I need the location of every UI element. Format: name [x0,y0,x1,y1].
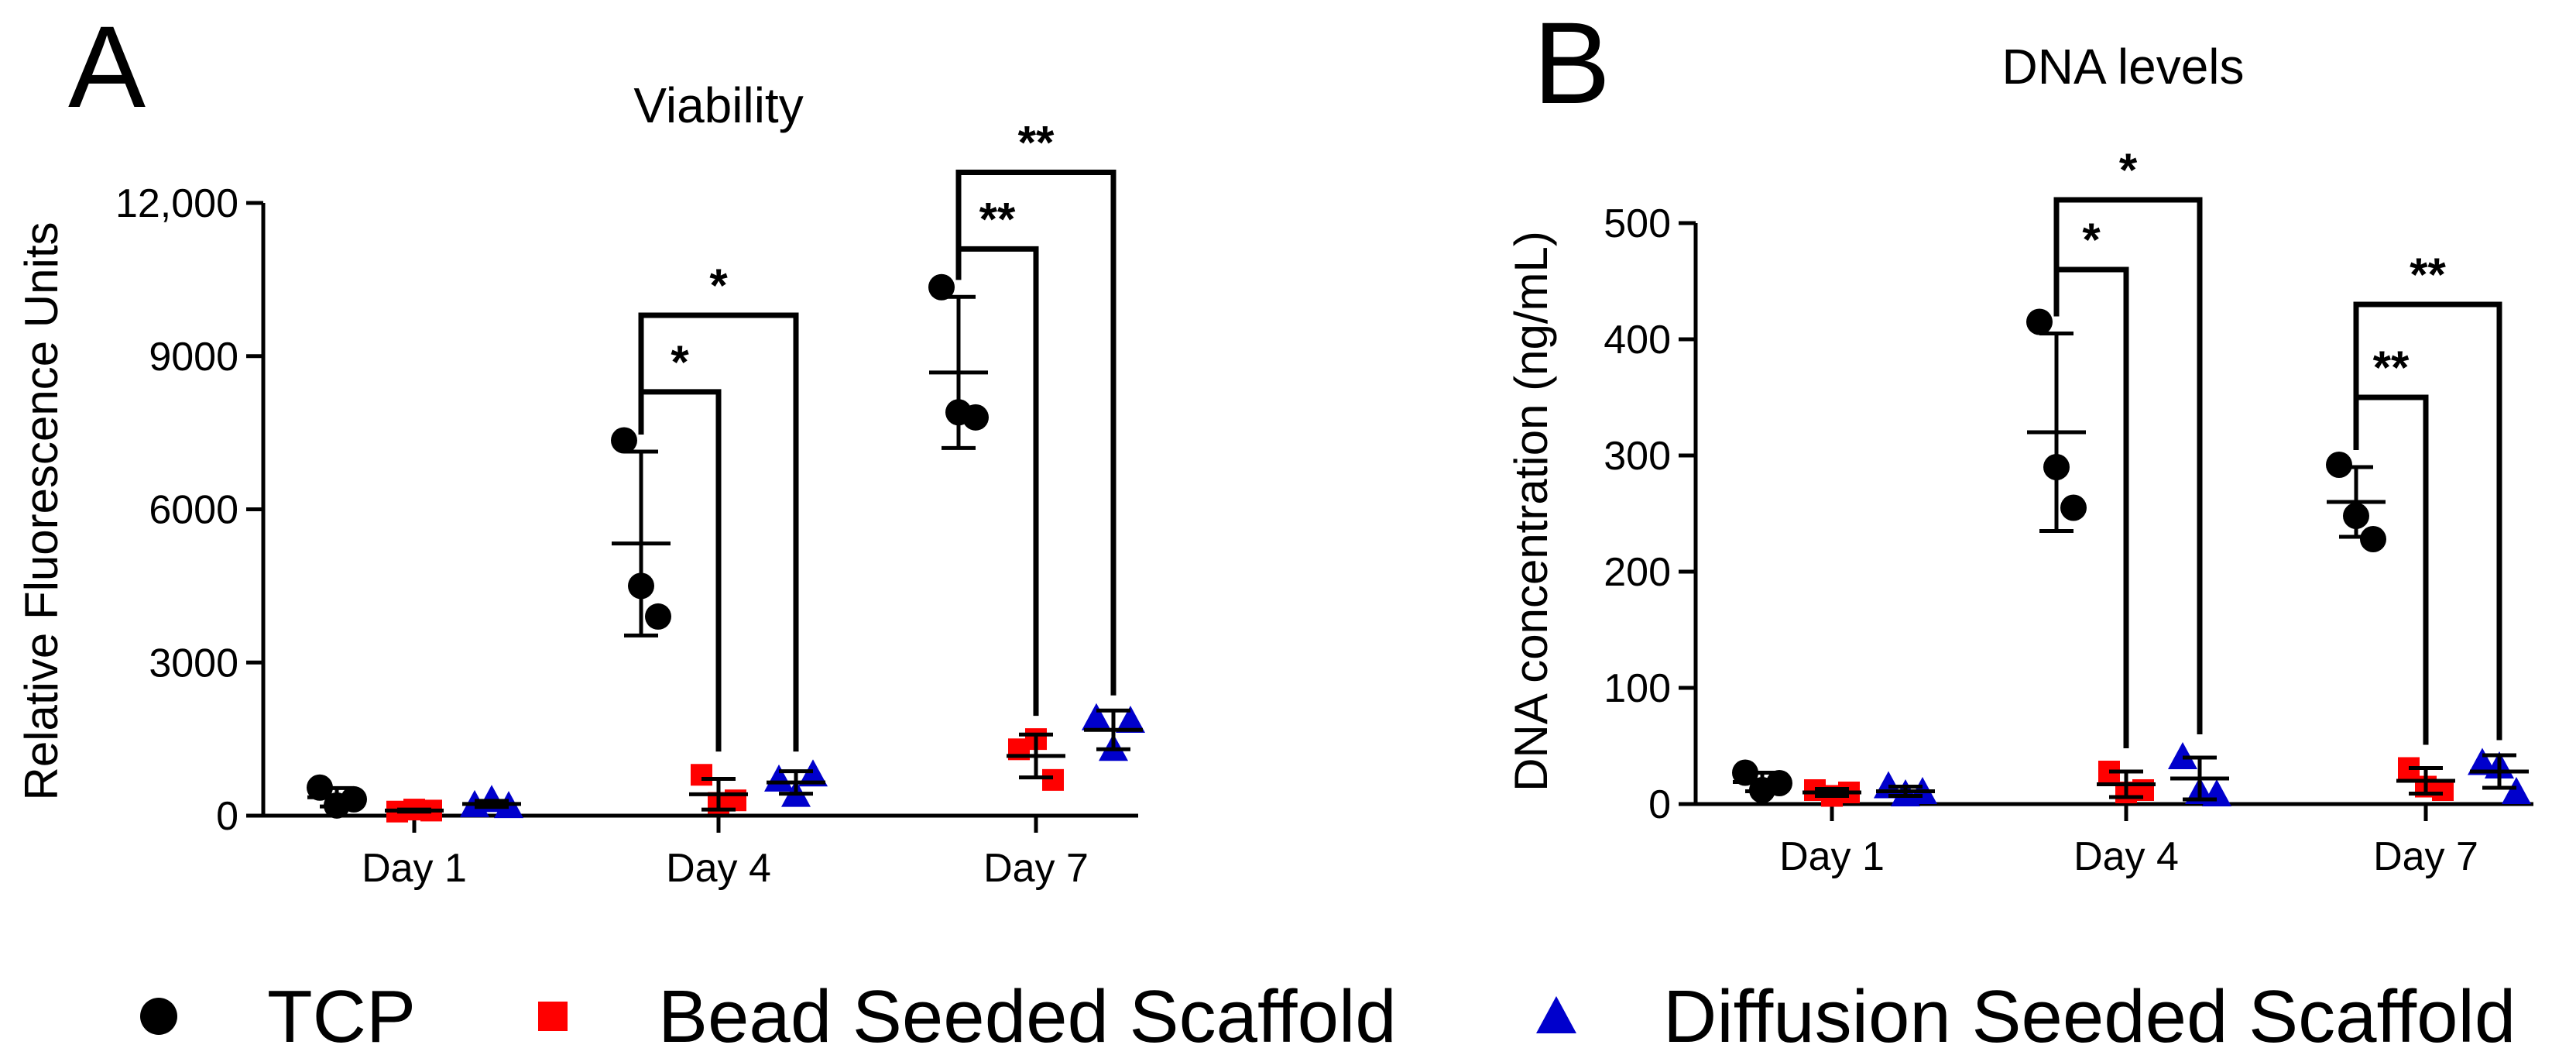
panel-a-y-tick-label: 0 [216,794,238,839]
panel-b-y-tick-label: 500 [1604,201,1671,246]
legend-marker-bead [538,1002,568,1031]
panel-b-point-diffusion-seeded-scaffold-day-7 [2468,748,2497,775]
panel-a-point-diffusion-seeded-scaffold-day-7 [1082,703,1111,730]
legend-marker-diffusion [1536,996,1576,1033]
panel-a-point-tcp-day-1 [341,785,367,813]
panel-b-point-tcp-day-4 [2060,494,2087,521]
panel-b-point-diffusion-seeded-scaffold-day-7 [2502,777,2531,804]
panel-a-y-tick-label: 12,000 [115,181,238,226]
panel-a-x-tick-label: Day 4 [666,846,771,891]
panel-a: A Viability Relative Fluorescence Units … [15,2,1145,891]
panel-a-point-tcp-day-7 [928,273,955,301]
panel-a-marks [307,273,1145,823]
panel-b-x-tick-label: Day 1 [1779,834,1885,879]
panel-b-significance-label: * [2082,214,2101,266]
panel-a-point-diffusion-seeded-scaffold-day-7 [1116,706,1145,734]
panel-a-point-diffusion-seeded-scaffold-day-4 [764,764,794,792]
panel-a-title: Viability [633,77,803,133]
panel-a-x-tick-label: Day 7 [983,846,1089,891]
panel-a-point-tcp-day-7 [962,404,989,431]
panel-a-point-tcp-day-4 [645,603,671,630]
panel-a-significance-label: * [671,336,689,388]
panel-b-letter: B [1533,0,1610,128]
panel-b-y-tick-label: 200 [1604,550,1671,595]
panel-b-y-axis-label: DNA concentration (ng/mL) [1505,231,1557,792]
panel-a-axes: 0 3000 6000 9000 12,000 Day 1 Day 4 Day 7 [115,181,1138,891]
legend-label-diffusion: Diffusion Seeded Scaffold [1663,975,2516,1058]
panel-b-title: DNA levels [2002,39,2245,95]
panel-a-y-tick-label: 9000 [149,335,238,380]
panel-a-bracket-diffusion-seeded-scaffold-day-7 [955,169,1116,696]
panel-b-significance-label: ** [2410,249,2446,301]
legend: TCP Bead Seeded Scaffold Diffusion Seede… [140,975,2516,1058]
panel-a-bracket-diffusion-seeded-scaffold-day-4 [638,312,799,752]
panel-b-bracket-diffusion-seeded-scaffold-day-7 [2353,301,2502,741]
panel-b-x-tick-label: Day 7 [2373,834,2478,879]
panel-b-marks [1732,308,2531,807]
panel-a-y-tick-label: 3000 [149,641,238,686]
panel-a-point-tcp-day-4 [611,427,637,454]
panel-b: B DNA levels DNA concentration (ng/mL) 0… [1505,0,2533,879]
panel-a-significance-label: ** [1018,116,1055,168]
panel-a-bracket-bead-seeded-scaffold-day-4 [638,389,722,752]
panel-b-point-tcp-day-7 [2360,526,2386,552]
panel-a-x-tick-label: Day 1 [362,846,467,891]
panel-b-bracket-bead-seeded-scaffold-day-7 [2353,394,2429,745]
panel-b-x-tick-label: Day 4 [2073,834,2179,879]
panel-b-point-bead-seeded-scaffold-day-7 [2432,779,2454,801]
panel-a-point-bead-seeded-scaffold-day-4 [691,764,712,786]
panel-b-axes: 0 100 200 300 400 500 Day 1 Day 4 Day 7 [1604,201,2533,879]
panel-a-point-bead-seeded-scaffold-day-7 [1042,768,1064,791]
panel-b-y-tick-label: 300 [1604,434,1671,479]
panel-a-significance-label: * [709,259,728,311]
panel-b-significance-label: * [2119,144,2138,196]
panel-b-point-tcp-day-7 [2326,452,2352,478]
legend-label-bead: Bead Seeded Scaffold [658,975,1397,1058]
panel-a-y-axis-label: Relative Fluorescence Units [15,222,67,801]
panel-b-y-tick-label: 0 [1648,782,1671,827]
panel-a-y-tick-label: 6000 [149,488,238,533]
panel-a-letter: A [68,2,146,132]
panel-b-significance: ****** [2053,144,2502,748]
panel-a-significance-label: ** [979,193,1016,245]
legend-label-tcp: TCP [267,975,416,1058]
panel-b-y-tick-label: 100 [1604,666,1671,711]
panel-a-bracket-bead-seeded-scaffold-day-7 [955,246,1039,717]
panel-b-y-tick-label: 400 [1604,318,1671,363]
panel-b-point-tcp-day-4 [2026,308,2053,335]
panel-a-significance: ****** [638,116,1116,752]
panel-b-significance-label: ** [2373,342,2410,394]
legend-marker-tcp [140,998,177,1035]
panel-b-bracket-diffusion-seeded-scaffold-day-4 [2053,197,2203,734]
